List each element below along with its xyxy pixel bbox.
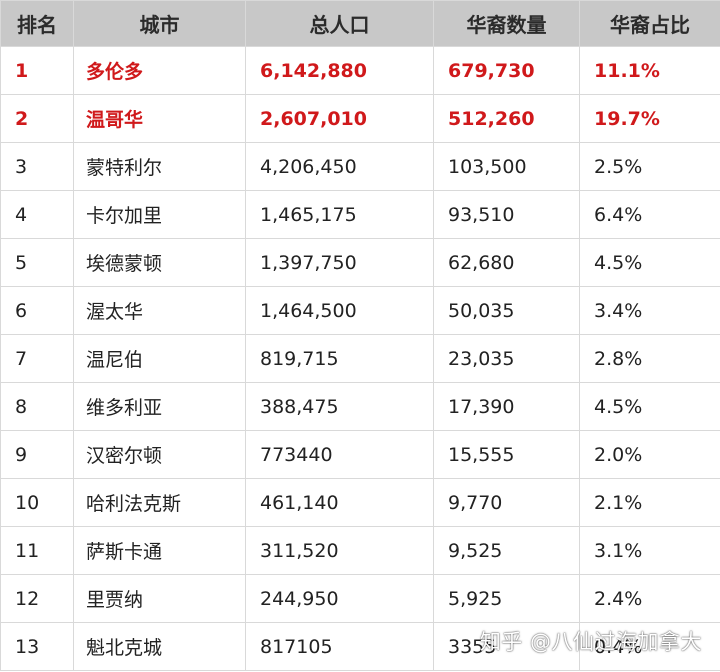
cell-population: 311,520 (245, 526, 434, 575)
cell-chinese-share: 2.4% (579, 574, 720, 623)
header-rank: 排名 (0, 0, 74, 47)
cell-city: 卡尔加里 (73, 190, 246, 239)
cell-city: 维多利亚 (73, 382, 246, 431)
cell-city: 汉密尔顿 (73, 430, 246, 479)
cell-chinese-share: 3.1% (579, 526, 720, 575)
table-row: 8 维多利亚 388,475 17,390 4.5% (0, 382, 720, 431)
cell-chinese-count: 3355 (433, 622, 580, 671)
header-city: 城市 (73, 0, 246, 47)
cell-chinese-share: 11.1% (579, 46, 720, 95)
table-row: 2 温哥华 2,607,010 512,260 19.7% (0, 94, 720, 143)
cell-population: 2,607,010 (245, 94, 434, 143)
cell-rank: 5 (0, 238, 74, 287)
cell-population: 244,950 (245, 574, 434, 623)
cell-population: 1,465,175 (245, 190, 434, 239)
cell-city: 渥太华 (73, 286, 246, 335)
cell-rank: 10 (0, 478, 74, 527)
cell-chinese-share: 2.0% (579, 430, 720, 479)
cell-rank: 13 (0, 622, 74, 671)
cell-population: 773440 (245, 430, 434, 479)
cell-city: 埃德蒙顿 (73, 238, 246, 287)
cell-chinese-count: 93,510 (433, 190, 580, 239)
cell-population: 817105 (245, 622, 434, 671)
cell-chinese-share: 6.4% (579, 190, 720, 239)
cell-chinese-count: 512,260 (433, 94, 580, 143)
cell-rank: 7 (0, 334, 74, 383)
cell-chinese-count: 679,730 (433, 46, 580, 95)
header-chinese-count: 华裔数量 (433, 0, 580, 47)
table-header: 排名 城市 总人口 华裔数量 华裔占比 (0, 0, 720, 47)
cell-rank: 11 (0, 526, 74, 575)
table-row: 6 渥太华 1,464,500 50,035 3.4% (0, 286, 720, 335)
table-body: 1 多伦多 6,142,880 679,730 11.1% 2 温哥华 2,607,010 51… (0, 46, 720, 671)
cell-chinese-count: 5,925 (433, 574, 580, 623)
cell-rank: 6 (0, 286, 74, 335)
cell-city: 温尼伯 (73, 334, 246, 383)
cell-city: 魁北克城 (73, 622, 246, 671)
cell-population: 6,142,880 (245, 46, 434, 95)
cell-chinese-share: 2.1% (579, 478, 720, 527)
cell-rank: 4 (0, 190, 74, 239)
cell-chinese-share: 19.7% (579, 94, 720, 143)
table-row: 10 哈利法克斯 461,140 9,770 2.1% (0, 478, 720, 527)
table-row: 7 温尼伯 819,715 23,035 2.8% (0, 334, 720, 383)
cell-population: 819,715 (245, 334, 434, 383)
table-row: 12 里贾纳 244,950 5,925 2.4% (0, 574, 720, 623)
cell-chinese-count: 15,555 (433, 430, 580, 479)
cell-rank: 8 (0, 382, 74, 431)
cell-population: 1,464,500 (245, 286, 434, 335)
cell-city: 多伦多 (73, 46, 246, 95)
cell-chinese-share: 0.4% (579, 622, 720, 671)
cell-chinese-share: 4.5% (579, 382, 720, 431)
cell-rank: 3 (0, 142, 74, 191)
cell-rank: 12 (0, 574, 74, 623)
cell-chinese-count: 9,525 (433, 526, 580, 575)
table-row: 1 多伦多 6,142,880 679,730 11.1% (0, 46, 720, 95)
cell-chinese-share: 3.4% (579, 286, 720, 335)
cell-population: 4,206,450 (245, 142, 434, 191)
header-population: 总人口 (245, 0, 434, 47)
cell-rank: 2 (0, 94, 74, 143)
cell-chinese-count: 17,390 (433, 382, 580, 431)
table-row: 11 萨斯卡通 311,520 9,525 3.1% (0, 526, 720, 575)
cell-chinese-share: 2.8% (579, 334, 720, 383)
cell-chinese-count: 50,035 (433, 286, 580, 335)
cell-rank: 9 (0, 430, 74, 479)
cell-chinese-share: 4.5% (579, 238, 720, 287)
cell-chinese-count: 103,500 (433, 142, 580, 191)
cell-chinese-count: 9,770 (433, 478, 580, 527)
watermark: 知乎 @八仙过海加拿大 (479, 630, 702, 654)
table-row: 3 蒙特利尔 4,206,450 103,500 2.5% (0, 142, 720, 191)
table-row: 13 魁北克城 817105 3355 0.4% (0, 622, 720, 671)
cell-rank: 1 (0, 46, 74, 95)
cell-city: 哈利法克斯 (73, 478, 246, 527)
cell-city: 蒙特利尔 (73, 142, 246, 191)
cell-chinese-count: 23,035 (433, 334, 580, 383)
header-chinese-share: 华裔占比 (579, 0, 720, 47)
table-row: 9 汉密尔顿 773440 15,555 2.0% (0, 430, 720, 479)
cell-population: 388,475 (245, 382, 434, 431)
cell-chinese-count: 62,680 (433, 238, 580, 287)
cell-city: 里贾纳 (73, 574, 246, 623)
cell-city: 温哥华 (73, 94, 246, 143)
header-row: 排名 城市 总人口 华裔数量 华裔占比 (0, 0, 720, 47)
cell-city: 萨斯卡通 (73, 526, 246, 575)
cell-population: 461,140 (245, 478, 434, 527)
table-row: 4 卡尔加里 1,465,175 93,510 6.4% (0, 190, 720, 239)
table-row: 5 埃德蒙顿 1,397,750 62,680 4.5% (0, 238, 720, 287)
cell-population: 1,397,750 (245, 238, 434, 287)
cell-chinese-share: 2.5% (579, 142, 720, 191)
